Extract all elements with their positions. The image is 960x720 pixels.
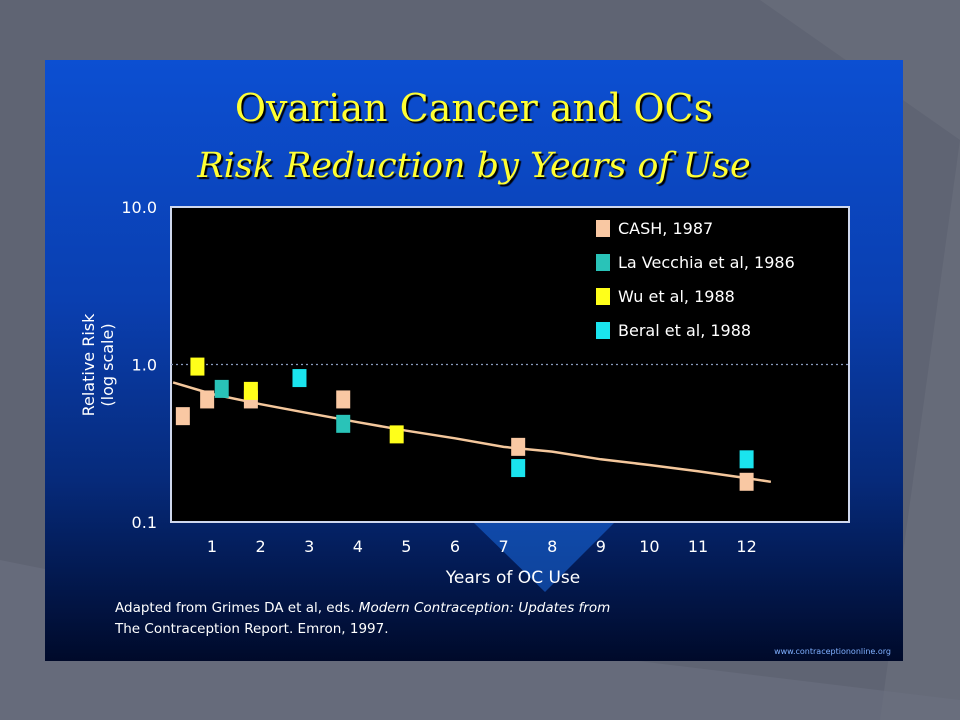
footnote-line-1: Adapted from Grimes DA et al, eds. Moder… [115,598,610,619]
data-point-cash [336,390,351,409]
footnote: Adapted from Grimes DA et al, eds. Moder… [115,598,610,640]
y-tick-label: 1.0 [132,356,157,375]
data-point-beral [739,450,754,469]
y-tick-label: 0.1 [132,513,157,532]
legend-swatch-lavecchia [596,254,610,271]
data-point-lavecchia [336,414,351,433]
data-point-wu [389,425,404,444]
y-axis-label-line2: (log scale) [98,323,117,406]
slide-subtitle: Risk Reduction by Years of Use [197,146,751,186]
data-point-cash [739,472,754,491]
data-point-beral [292,369,307,388]
x-tick-label: 1 [207,537,217,556]
y-tick-label: 10.0 [121,198,157,217]
x-tick-label: 10 [639,537,659,556]
x-tick-label: 5 [401,537,411,556]
data-point-cash [511,437,526,456]
website-link[interactable]: www.contraceptiononline.org [774,647,891,656]
x-tick-label: 12 [736,537,756,556]
trend-line [172,381,772,484]
y-axis-label-line1: Relative Risk [79,313,98,417]
decorative-triangle [473,522,615,592]
x-tick-label: 7 [499,537,509,556]
slide: 10.0 1.0 0.1 1 2 3 4 5 6 7 8 9 10 11 12 Years of OC Use… [45,60,903,661]
footnote-source: Adapted from Grimes DA et al, eds. [115,600,359,616]
data-point-cash [175,407,190,426]
slide-title: Ovarian Cancer and OCs [234,86,714,130]
legend-label-lavecchia: La Vecchia et al, 1986 [618,253,795,272]
data-point-cash [200,390,215,409]
x-tick-label: 6 [450,537,460,556]
y-axis-label: Relative Risk (log scale) [79,313,117,417]
legend-swatch-beral [596,322,610,339]
footnote-book-title: Modern Contraception: Updates from [358,600,611,616]
data-point-beral [511,459,526,478]
x-tick-label: 4 [353,537,363,556]
data-point-wu [190,357,205,376]
x-tick-label: 9 [596,537,606,556]
legend-label-beral: Beral et al, 1988 [618,321,751,340]
footnote-line-2: The Contraception Report. Emron, 1997. [115,621,389,637]
data-point-lavecchia [214,379,229,398]
x-tick-label: 11 [688,537,708,556]
x-tick-label: 3 [304,537,314,556]
x-tick-label: 8 [547,537,557,556]
x-axis-label: Years of OC Use [445,568,580,588]
legend-swatch-cash [596,220,610,237]
legend-swatch-wu [596,288,610,305]
legend-label-wu: Wu et al, 1988 [618,287,735,306]
legend-label-cash: CASH, 1987 [618,219,713,238]
x-tick-label: 2 [256,537,266,556]
data-point-wu [243,381,258,400]
